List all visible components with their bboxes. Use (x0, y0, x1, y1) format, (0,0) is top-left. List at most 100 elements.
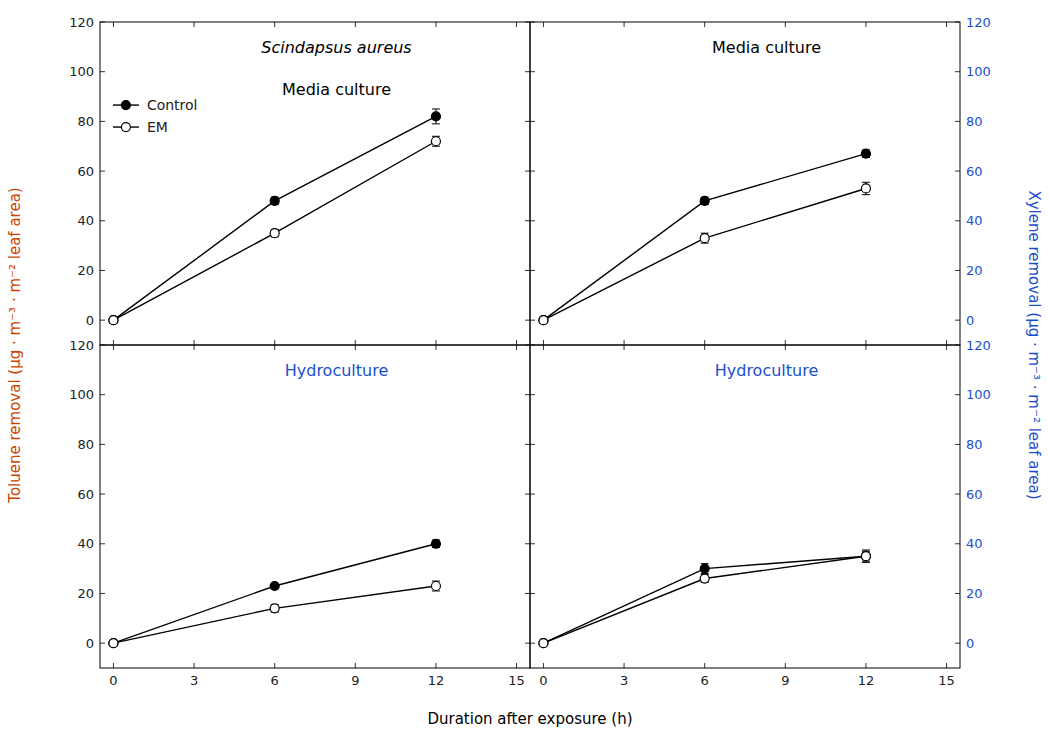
x-tick (274, 340, 275, 345)
y-tick-label: 60 (77, 487, 94, 502)
error-bar (271, 197, 279, 204)
y-tick-label: 120 (69, 338, 94, 353)
error-bar (862, 182, 870, 194)
error-bar (701, 575, 709, 582)
y-tick (525, 171, 530, 172)
y-tick (530, 444, 535, 445)
y-tick (525, 121, 530, 122)
panel-title: Scindapsus aureus (261, 38, 411, 57)
y-tick (955, 543, 960, 544)
point (861, 552, 870, 561)
y-tick (100, 171, 105, 172)
y-tick-label: 40 (966, 536, 983, 551)
panel: 020406080100120Media culture (530, 15, 991, 346)
line (543, 154, 866, 320)
y-tick-label: 100 (966, 64, 991, 79)
x-tick-label: 6 (701, 673, 709, 688)
y-tick-label: 0 (966, 636, 974, 651)
y-tick (530, 121, 535, 122)
point (431, 539, 440, 548)
y-tick (530, 494, 535, 495)
y-tick (955, 171, 960, 172)
x-tick (865, 345, 866, 350)
x-tick (865, 340, 866, 345)
point (270, 229, 279, 238)
x-tick (946, 663, 947, 668)
y-tick (955, 71, 960, 72)
panel: 03691215020406080100120Hydroculture (69, 338, 530, 689)
y-tick (530, 71, 535, 72)
y-tick (955, 270, 960, 271)
y-tick-label: 120 (966, 338, 991, 353)
y-tick (100, 220, 105, 221)
y-axis-label: Toluene removal (μg · m⁻³ · m⁻² leaf are… (6, 187, 24, 503)
point (109, 639, 118, 648)
point (539, 316, 548, 325)
y2-axis-label: Xylene removal (μg · m⁻³ · m⁻² leaf area… (1025, 190, 1043, 499)
error-bar (432, 136, 440, 146)
x-tick (274, 345, 275, 350)
line (543, 556, 866, 643)
y-tick (955, 220, 960, 221)
error-bar (432, 109, 440, 124)
x-tick (624, 345, 625, 350)
line (113, 586, 436, 643)
legend: ControlEM (113, 97, 198, 135)
legend-marker (121, 123, 130, 132)
y-tick (530, 171, 535, 172)
y-tick (100, 394, 105, 395)
y-tick-label: 100 (966, 387, 991, 402)
x-tick-label: 0 (109, 673, 117, 688)
panel-title: Hydroculture (285, 361, 389, 380)
y-tick (530, 643, 535, 644)
error-bar (862, 150, 870, 157)
x-tick (543, 345, 544, 350)
y-tick (100, 543, 105, 544)
line (113, 544, 436, 643)
y-tick (100, 444, 105, 445)
point (109, 316, 118, 325)
x-tick-label: 6 (271, 673, 279, 688)
x-tick (624, 22, 625, 27)
x-tick (113, 22, 114, 27)
error-bar (432, 581, 440, 591)
y-tick-label: 100 (69, 64, 94, 79)
y-tick (100, 270, 105, 271)
y-tick (530, 543, 535, 544)
y-tick (955, 394, 960, 395)
point (270, 582, 279, 591)
frame (100, 22, 530, 345)
x-tick (543, 22, 544, 27)
point (861, 184, 870, 193)
x-tick-label: 12 (858, 673, 875, 688)
y-tick-label: 60 (966, 164, 983, 179)
y-tick (100, 320, 105, 321)
x-tick (704, 340, 705, 345)
x-tick (865, 663, 866, 668)
plot-area (109, 539, 441, 647)
x-tick (704, 663, 705, 668)
x-tick-label: 12 (428, 673, 445, 688)
x-tick (785, 22, 786, 27)
x-tick-label: 15 (508, 673, 525, 688)
x-tick (355, 663, 356, 668)
point (431, 582, 440, 591)
x-tick (516, 340, 517, 345)
error-bar (271, 605, 279, 612)
x-tick (113, 340, 114, 345)
y-tick (955, 593, 960, 594)
x-tick (194, 345, 195, 350)
x-tick (946, 345, 947, 350)
y-tick (525, 71, 530, 72)
x-tick-label: 15 (938, 673, 955, 688)
point (270, 196, 279, 205)
y-tick-label: 0 (86, 636, 94, 651)
y-tick-label: 0 (86, 313, 94, 328)
y-tick-label: 60 (966, 487, 983, 502)
y-tick-label: 120 (69, 15, 94, 30)
x-tick (704, 22, 705, 27)
x-tick (113, 663, 114, 668)
y-tick (955, 444, 960, 445)
y-tick (955, 121, 960, 122)
x-tick (516, 22, 517, 27)
